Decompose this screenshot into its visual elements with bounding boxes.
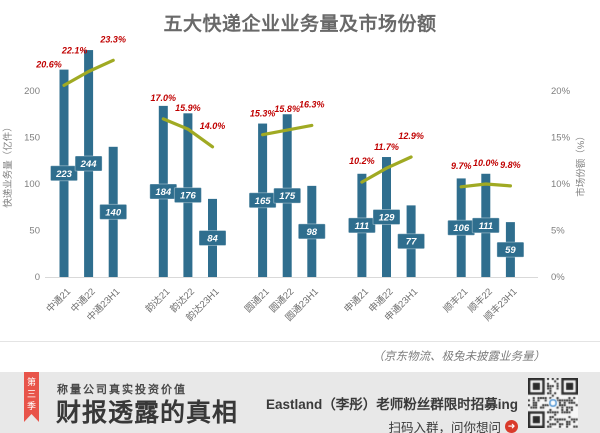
right-axis-tick: 0% <box>551 272 565 283</box>
promo-cta-row: 扫码入群，问你想问 ➜ <box>266 417 518 433</box>
share-point-label: 9.7% <box>451 161 472 171</box>
banner-headline: 财报透露的真相 <box>56 400 239 427</box>
left-axis-tick: 100 <box>24 179 40 190</box>
share-point-label: 15.9% <box>175 103 201 113</box>
share-point-label: 10.2% <box>349 156 375 166</box>
x-axis-category: 圆通21 <box>243 286 272 315</box>
bar-value-label: 223 <box>55 169 73 180</box>
bar-value-label: 111 <box>355 221 369 232</box>
share-line <box>62 58 115 88</box>
promo-block: Eastland（李彤）老师粉丝群限时招募ing 扫码入群，问你想问 ➜ <box>266 393 518 433</box>
bar-value-label: 140 <box>105 207 122 218</box>
share-point-label: 15.3% <box>250 109 276 119</box>
share-line <box>459 182 512 189</box>
share-point-label: 17.0% <box>151 93 177 103</box>
bar-value-label: 59 <box>505 245 516 256</box>
bar-label-box <box>50 165 78 182</box>
qr-code <box>528 378 578 428</box>
bar-value-label: 176 <box>180 191 197 202</box>
x-axis-category: 中通21 <box>44 286 73 315</box>
right-axis-title: 市场份额（%） <box>575 131 587 196</box>
right-axis-tick: 5% <box>551 226 565 237</box>
share-point-label: 9.8% <box>500 160 521 170</box>
share-point-label: 23.3% <box>99 34 126 44</box>
left-axis-tick: 50 <box>29 226 40 237</box>
bar-label-box <box>74 155 103 172</box>
bar-value-label: 184 <box>155 187 172 198</box>
bar-label-box <box>99 203 128 220</box>
bar-label-box <box>496 241 525 258</box>
share-line <box>161 117 215 149</box>
bar-label-box <box>397 233 426 250</box>
share-point-label: 14.0% <box>200 121 226 131</box>
bar-value-label: 165 <box>255 196 272 207</box>
left-axis-tick: 150 <box>24 133 40 144</box>
bar-value-label: 77 <box>406 237 417 248</box>
bar-value-label: 111 <box>479 221 493 232</box>
share-point-label: 16.3% <box>299 99 325 109</box>
share-point-label: 12.9% <box>398 131 424 141</box>
share-point-label: 22.1% <box>61 45 88 55</box>
bar-label-box <box>173 187 202 204</box>
right-axis-tick: 10% <box>551 179 571 190</box>
combo-chart: 五大快递企业业务量及市场份额 0 50 100 150 200 0% 5% 10% 15% 20% 快… <box>2 12 587 324</box>
bar-value-label: 106 <box>453 223 470 234</box>
x-axis-category: 申通21 <box>342 286 371 315</box>
right-axis-tick: 20% <box>551 86 571 97</box>
promo-banner: 第三季 称量公司真实投资价值 财报透露的真相 Eastland（李彤）老师粉丝群… <box>0 372 600 433</box>
share-point-label: 11.7% <box>374 142 399 152</box>
x-axis-category: 顺丰21 <box>441 286 470 315</box>
promo-text: Eastland（李彤）老师粉丝群限时招募ing <box>265 397 518 412</box>
promo-cta: 扫码入群，问你想问 <box>388 421 501 433</box>
share-line <box>261 123 314 137</box>
bar-label-box <box>471 217 500 234</box>
bar-value-label: 84 <box>207 233 218 244</box>
right-axis-tick: 15% <box>551 133 571 144</box>
bar-label-box <box>297 223 326 240</box>
left-axis-title: 快递业务量（亿件） <box>2 122 14 208</box>
share-point-label: 10.0% <box>473 158 499 168</box>
bar-value-label: 129 <box>379 213 396 224</box>
arrow-icon: ➜ <box>505 420 518 433</box>
chart-title: 五大快递企业业务量及市场份额 <box>163 12 436 35</box>
bar-value-label: 244 <box>80 159 98 170</box>
share-point-label: 15.8% <box>274 104 300 114</box>
left-axis-tick: 0 <box>35 272 40 283</box>
bar-value-label: 175 <box>279 191 296 202</box>
season-ribbon: 第三季 <box>24 372 39 422</box>
chart-footnote: （京东物流、极兔未披露业务量） <box>372 351 546 363</box>
bar-value-label: 98 <box>307 227 318 238</box>
share-point-label: 20.6% <box>35 59 62 69</box>
bar-label-box <box>273 187 302 204</box>
bar-label-box <box>198 229 227 246</box>
share-line <box>360 155 413 184</box>
x-axis-category: 韵达21 <box>143 286 172 315</box>
divider <box>0 341 600 342</box>
bar-label-box <box>372 209 401 226</box>
bar-label-box <box>347 217 376 234</box>
banner-tagline: 称量公司真实投资价值 <box>57 384 187 396</box>
left-axis-tick: 200 <box>24 86 40 97</box>
